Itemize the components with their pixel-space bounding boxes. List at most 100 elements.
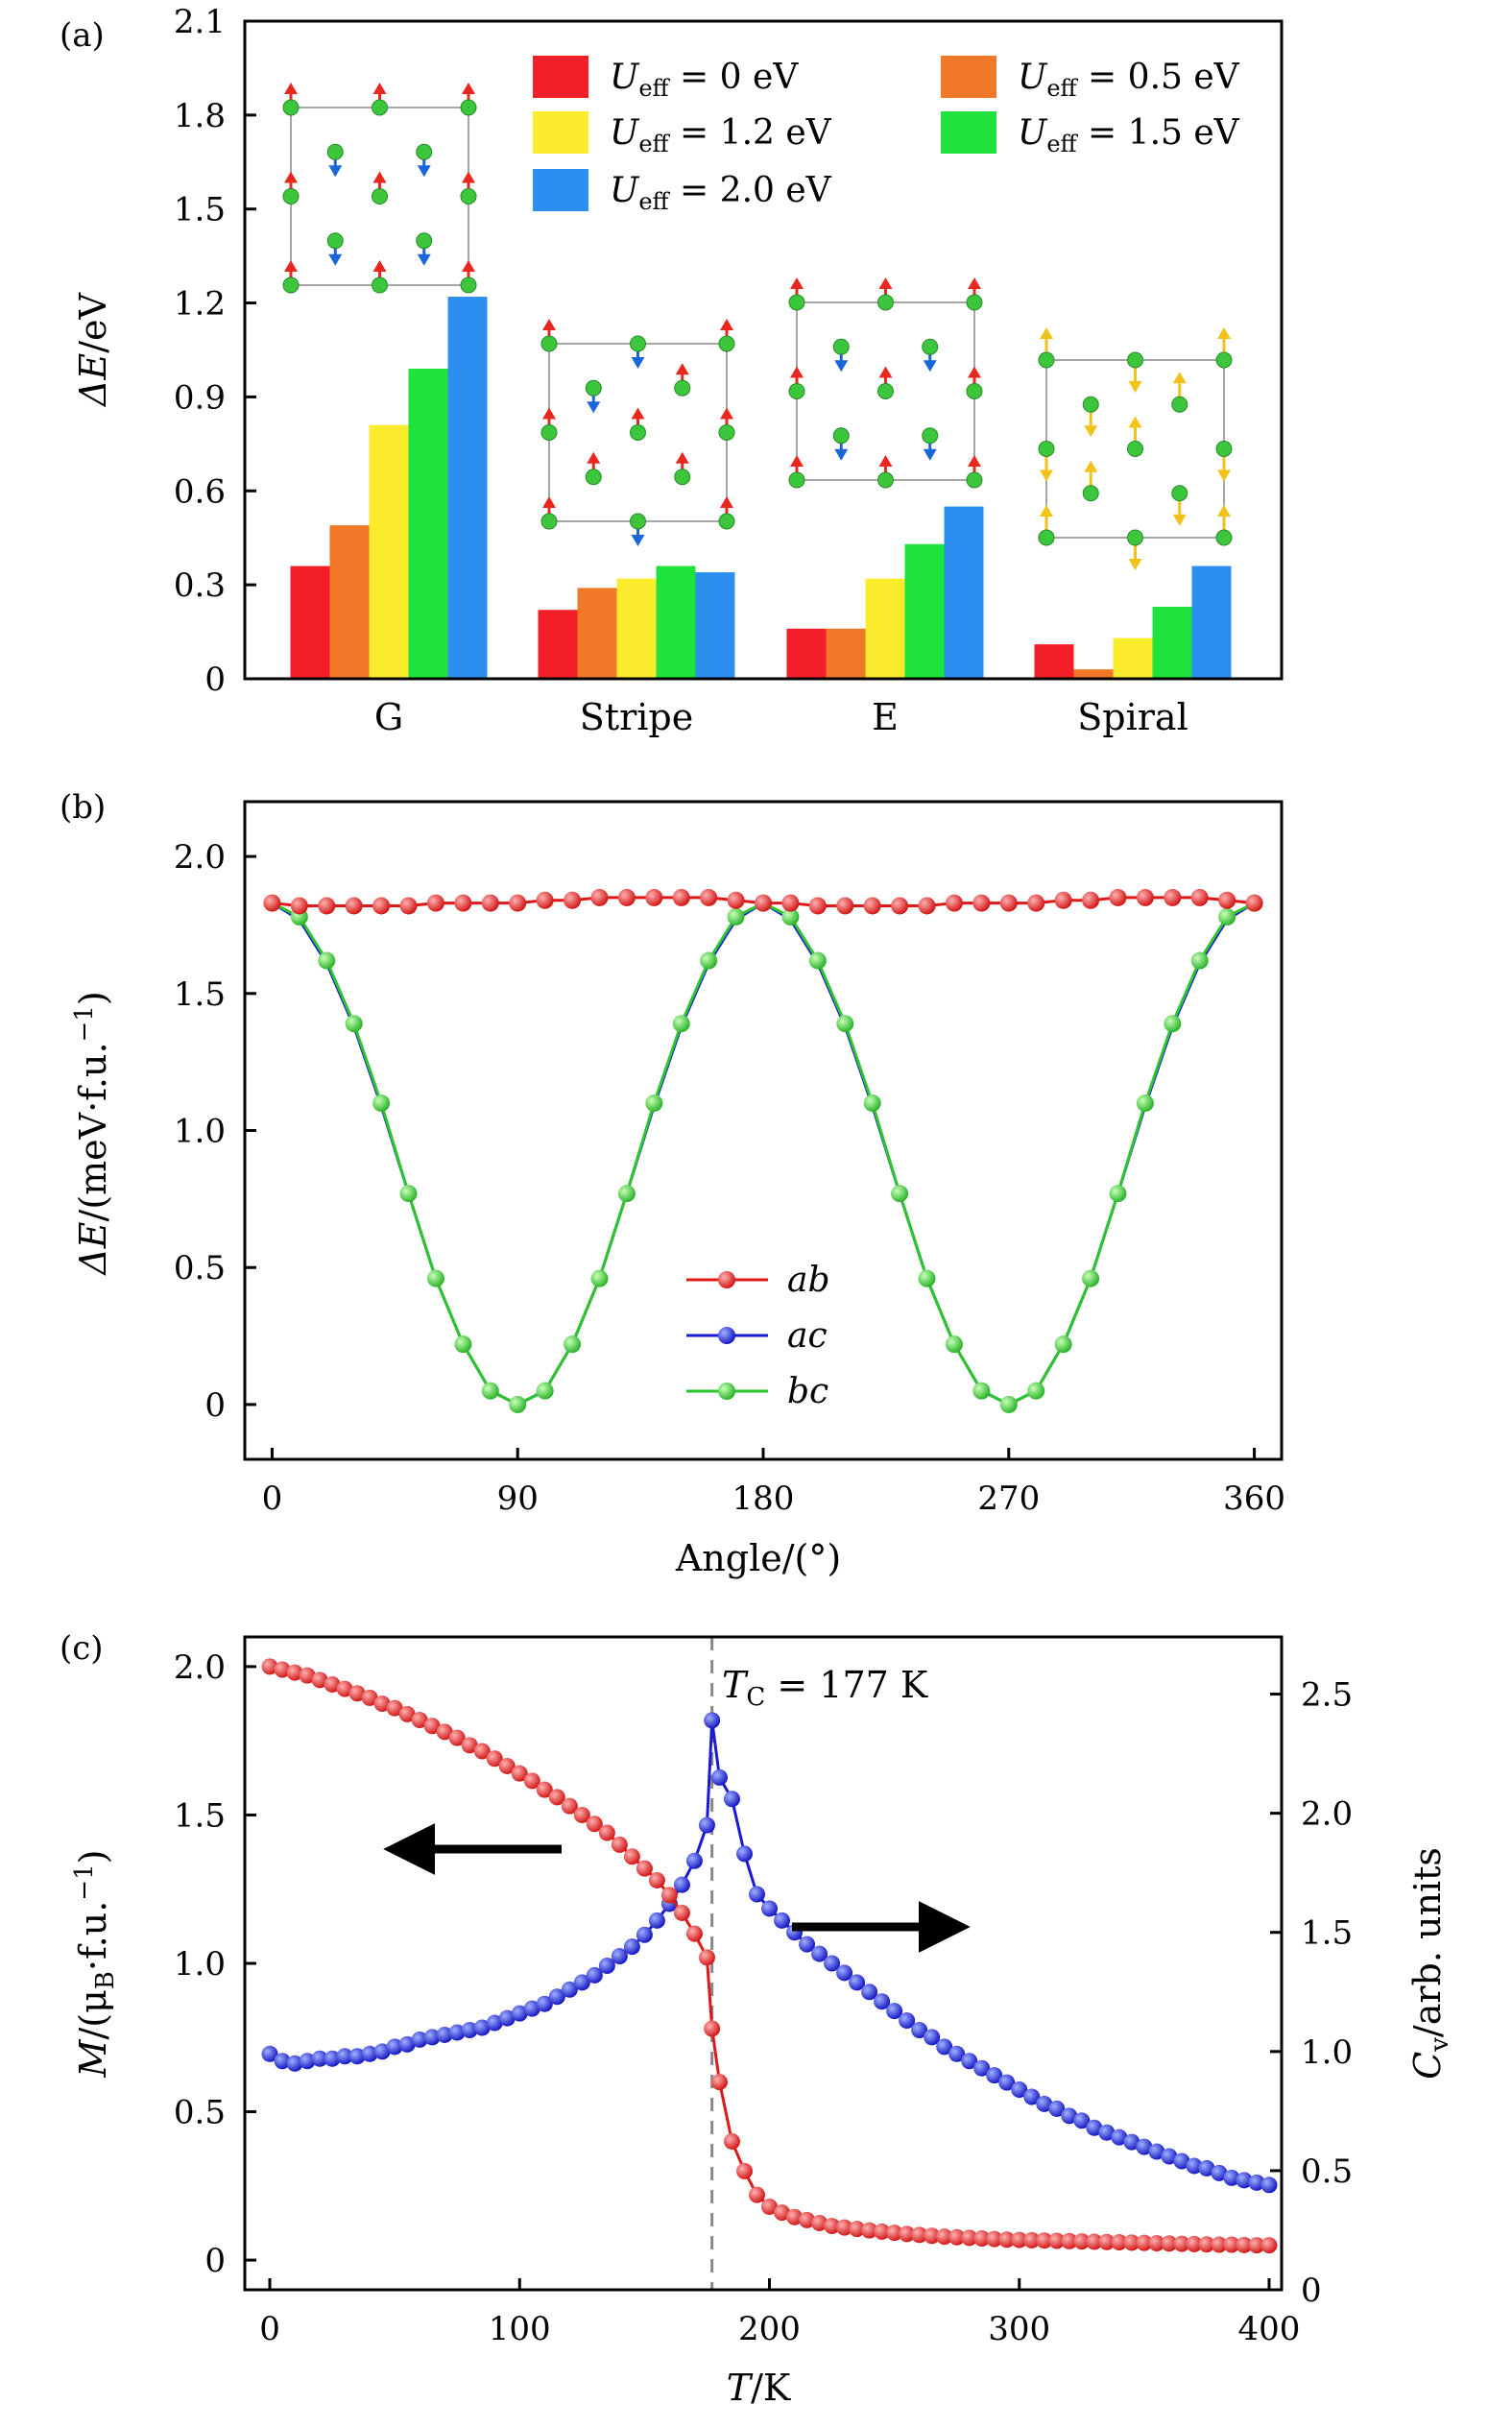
magnetization-point	[936, 2228, 953, 2246]
b-ytick-label: 1.5	[174, 975, 226, 1014]
cv-point	[673, 1876, 690, 1893]
cv-point	[973, 2059, 991, 2077]
magnetization-point	[448, 1729, 466, 1746]
cv-point	[1086, 2119, 1103, 2136]
cv-point	[961, 2053, 978, 2070]
atom-icon	[630, 513, 646, 530]
point-ab	[564, 891, 582, 909]
point-bc	[972, 1382, 991, 1400]
magnetization-point	[799, 2211, 816, 2228]
atom-icon	[1038, 351, 1055, 369]
magnetization-point	[548, 1789, 565, 1806]
magnetization-point	[1061, 2232, 1078, 2249]
point-bc	[564, 1335, 582, 1354]
cv-point	[986, 2067, 1003, 2084]
cv-point	[936, 2038, 953, 2056]
magnetization-point	[361, 1689, 378, 1706]
panel-b-xlabel: Angle/(°)	[675, 1537, 841, 1579]
legend-sym: U	[610, 171, 640, 210]
atom-icon	[416, 143, 433, 160]
cv-point	[799, 1936, 816, 1953]
spin-up-icon	[878, 366, 893, 378]
magnetization-point	[861, 2222, 878, 2239]
panel-b-xticks: 0 90 180 270 360	[262, 1448, 1285, 1518]
panel-c-ylabel-left: M/(μB·f.u.−1)	[70, 1850, 120, 2079]
cv-point	[874, 1993, 891, 2010]
b-xtick-label: 360	[1223, 1479, 1285, 1518]
panel-a-insets	[282, 83, 1233, 570]
c-ytick-right-label: 0.5	[1301, 2152, 1353, 2191]
spin-down-icon	[923, 448, 937, 461]
cv-point	[423, 2029, 441, 2046]
cv-point	[386, 2038, 403, 2056]
magnetization-point	[623, 1848, 640, 1865]
spin-down-icon	[834, 448, 849, 461]
magnetization-point	[636, 1860, 653, 1877]
atom-icon	[585, 379, 602, 397]
atom-icon	[788, 471, 805, 489]
cv-point	[1048, 2100, 1066, 2117]
bar-stripe-4	[695, 572, 735, 679]
atom-icon	[832, 427, 850, 445]
point-ab	[755, 894, 772, 912]
magnetization-point	[924, 2227, 941, 2245]
cv-point	[511, 2005, 528, 2022]
spin-up-icon	[720, 407, 733, 420]
point-bc	[891, 1185, 909, 1203]
cv-point	[1260, 2176, 1278, 2194]
spin-up-icon	[968, 455, 981, 467]
atom-icon	[877, 383, 894, 399]
panel-c-yticks-left: 0 0.5 1.0 1.5 2.0	[174, 1648, 256, 2280]
point-ab	[318, 897, 336, 915]
bar-spiral-4	[1191, 565, 1232, 679]
atom-icon	[1127, 351, 1143, 369]
panel-c-xticks: 0 100 200 300 400	[259, 2278, 1300, 2348]
magnetization-point	[824, 2218, 841, 2235]
legend-sub: eff	[1046, 131, 1078, 157]
c-xtick-label: 0	[259, 2310, 280, 2348]
inset-stripe-icon	[540, 319, 735, 546]
c-ytick-left-label: 1.0	[174, 1945, 226, 1984]
point-ab	[1054, 891, 1072, 909]
point-ab	[263, 894, 281, 912]
cv-point	[886, 2003, 903, 2020]
point-ab	[1190, 888, 1209, 906]
magnetization-point	[348, 1685, 366, 1702]
spin-arrow-icon	[1217, 469, 1231, 482]
atom-icon	[1082, 485, 1099, 502]
spin-down-icon	[631, 535, 645, 546]
magnetization-point	[261, 1658, 278, 1675]
point-ab	[617, 888, 636, 906]
magnetization-point	[761, 2198, 779, 2215]
magnetization-point	[660, 1887, 678, 1904]
panel-b-ylabel: ΔE/(meV·f.u.−1)	[70, 991, 114, 1276]
legend-swatch	[533, 111, 588, 154]
cv-point	[723, 1791, 740, 1808]
magnetization-point	[1173, 2235, 1190, 2252]
inset-g-icon	[282, 83, 477, 294]
b-xtick-label: 0	[262, 1479, 283, 1518]
cv-point	[311, 2050, 328, 2067]
magnetization-point	[498, 1757, 516, 1774]
magnetization-point	[811, 2214, 828, 2231]
point-bc	[645, 1094, 663, 1112]
spin-up-icon	[878, 455, 893, 467]
bar-spiral-2	[1113, 637, 1153, 679]
magnetization-point	[710, 2074, 728, 2091]
point-bc	[1109, 1185, 1127, 1203]
atom-icon	[1171, 396, 1188, 413]
point-ab	[808, 897, 827, 915]
cv-point	[1161, 2148, 1178, 2165]
atom-icon	[788, 294, 805, 311]
cv-point	[436, 2026, 453, 2043]
legend-sym: U	[610, 58, 640, 97]
c-xtick-label: 100	[489, 2310, 551, 2348]
inset-spiral-icon	[1038, 327, 1233, 570]
atom-icon	[460, 188, 477, 204]
atom-icon	[966, 471, 983, 489]
cv-point	[748, 1886, 765, 1903]
magnetization-point	[1260, 2237, 1278, 2254]
legend-sym: U	[1018, 58, 1048, 97]
panel-a-label: (a)	[60, 16, 105, 55]
atom-icon	[540, 424, 558, 441]
